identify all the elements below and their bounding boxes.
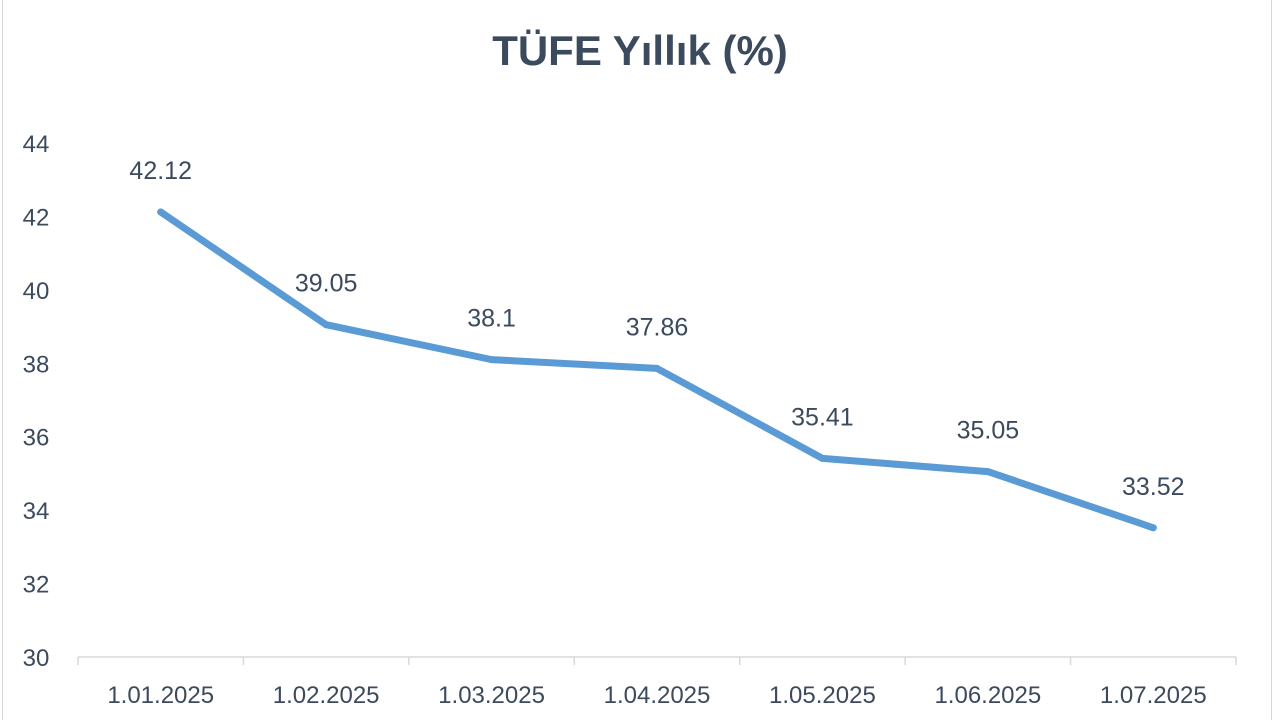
data-labels: 42.12 39.05 38.1 37.86 35.41 35.05 33.52 (129, 157, 1184, 501)
x-tick-label: 1.03.2025 (438, 682, 545, 709)
y-tick-label: 30 (23, 645, 50, 672)
y-tick-label: 36 (23, 425, 50, 452)
x-tick-label: 1.04.2025 (604, 682, 711, 709)
data-point (488, 356, 496, 364)
data-label: 42.12 (129, 157, 192, 185)
data-label: 39.05 (295, 270, 358, 298)
data-label: 38.1 (467, 305, 516, 333)
x-tick-label: 1.07.2025 (1100, 682, 1207, 709)
data-point (157, 208, 165, 216)
data-label: 35.41 (791, 403, 854, 431)
data-label: 33.52 (1122, 473, 1185, 501)
data-point (653, 364, 661, 372)
y-tick-label: 34 (23, 498, 50, 525)
data-point (322, 321, 330, 329)
x-tick-label: 1.05.2025 (769, 682, 876, 709)
x-tick-label: 1.02.2025 (273, 682, 380, 709)
x-tick-label: 1.06.2025 (934, 682, 1041, 709)
chart-title: TÜFE Yıllık (%) (492, 27, 788, 74)
y-tick-label: 32 (23, 572, 50, 599)
y-tick-label: 40 (23, 278, 50, 305)
data-point (1149, 524, 1157, 532)
y-axis-ticks: 30 32 34 36 38 40 42 44 (23, 131, 50, 672)
series-group (157, 208, 1157, 532)
x-axis: 1.01.2025 1.02.2025 1.03.2025 1.04.2025 1.05… (77, 656, 1237, 709)
data-label: 37.86 (626, 313, 689, 341)
y-tick-label: 42 (23, 204, 50, 231)
data-label: 35.05 (957, 417, 1020, 445)
x-tick-label: 1.01.2025 (107, 682, 214, 709)
y-tick-label: 44 (23, 131, 50, 158)
y-tick-label: 38 (23, 351, 50, 378)
data-point (818, 454, 826, 462)
data-point (984, 468, 992, 476)
